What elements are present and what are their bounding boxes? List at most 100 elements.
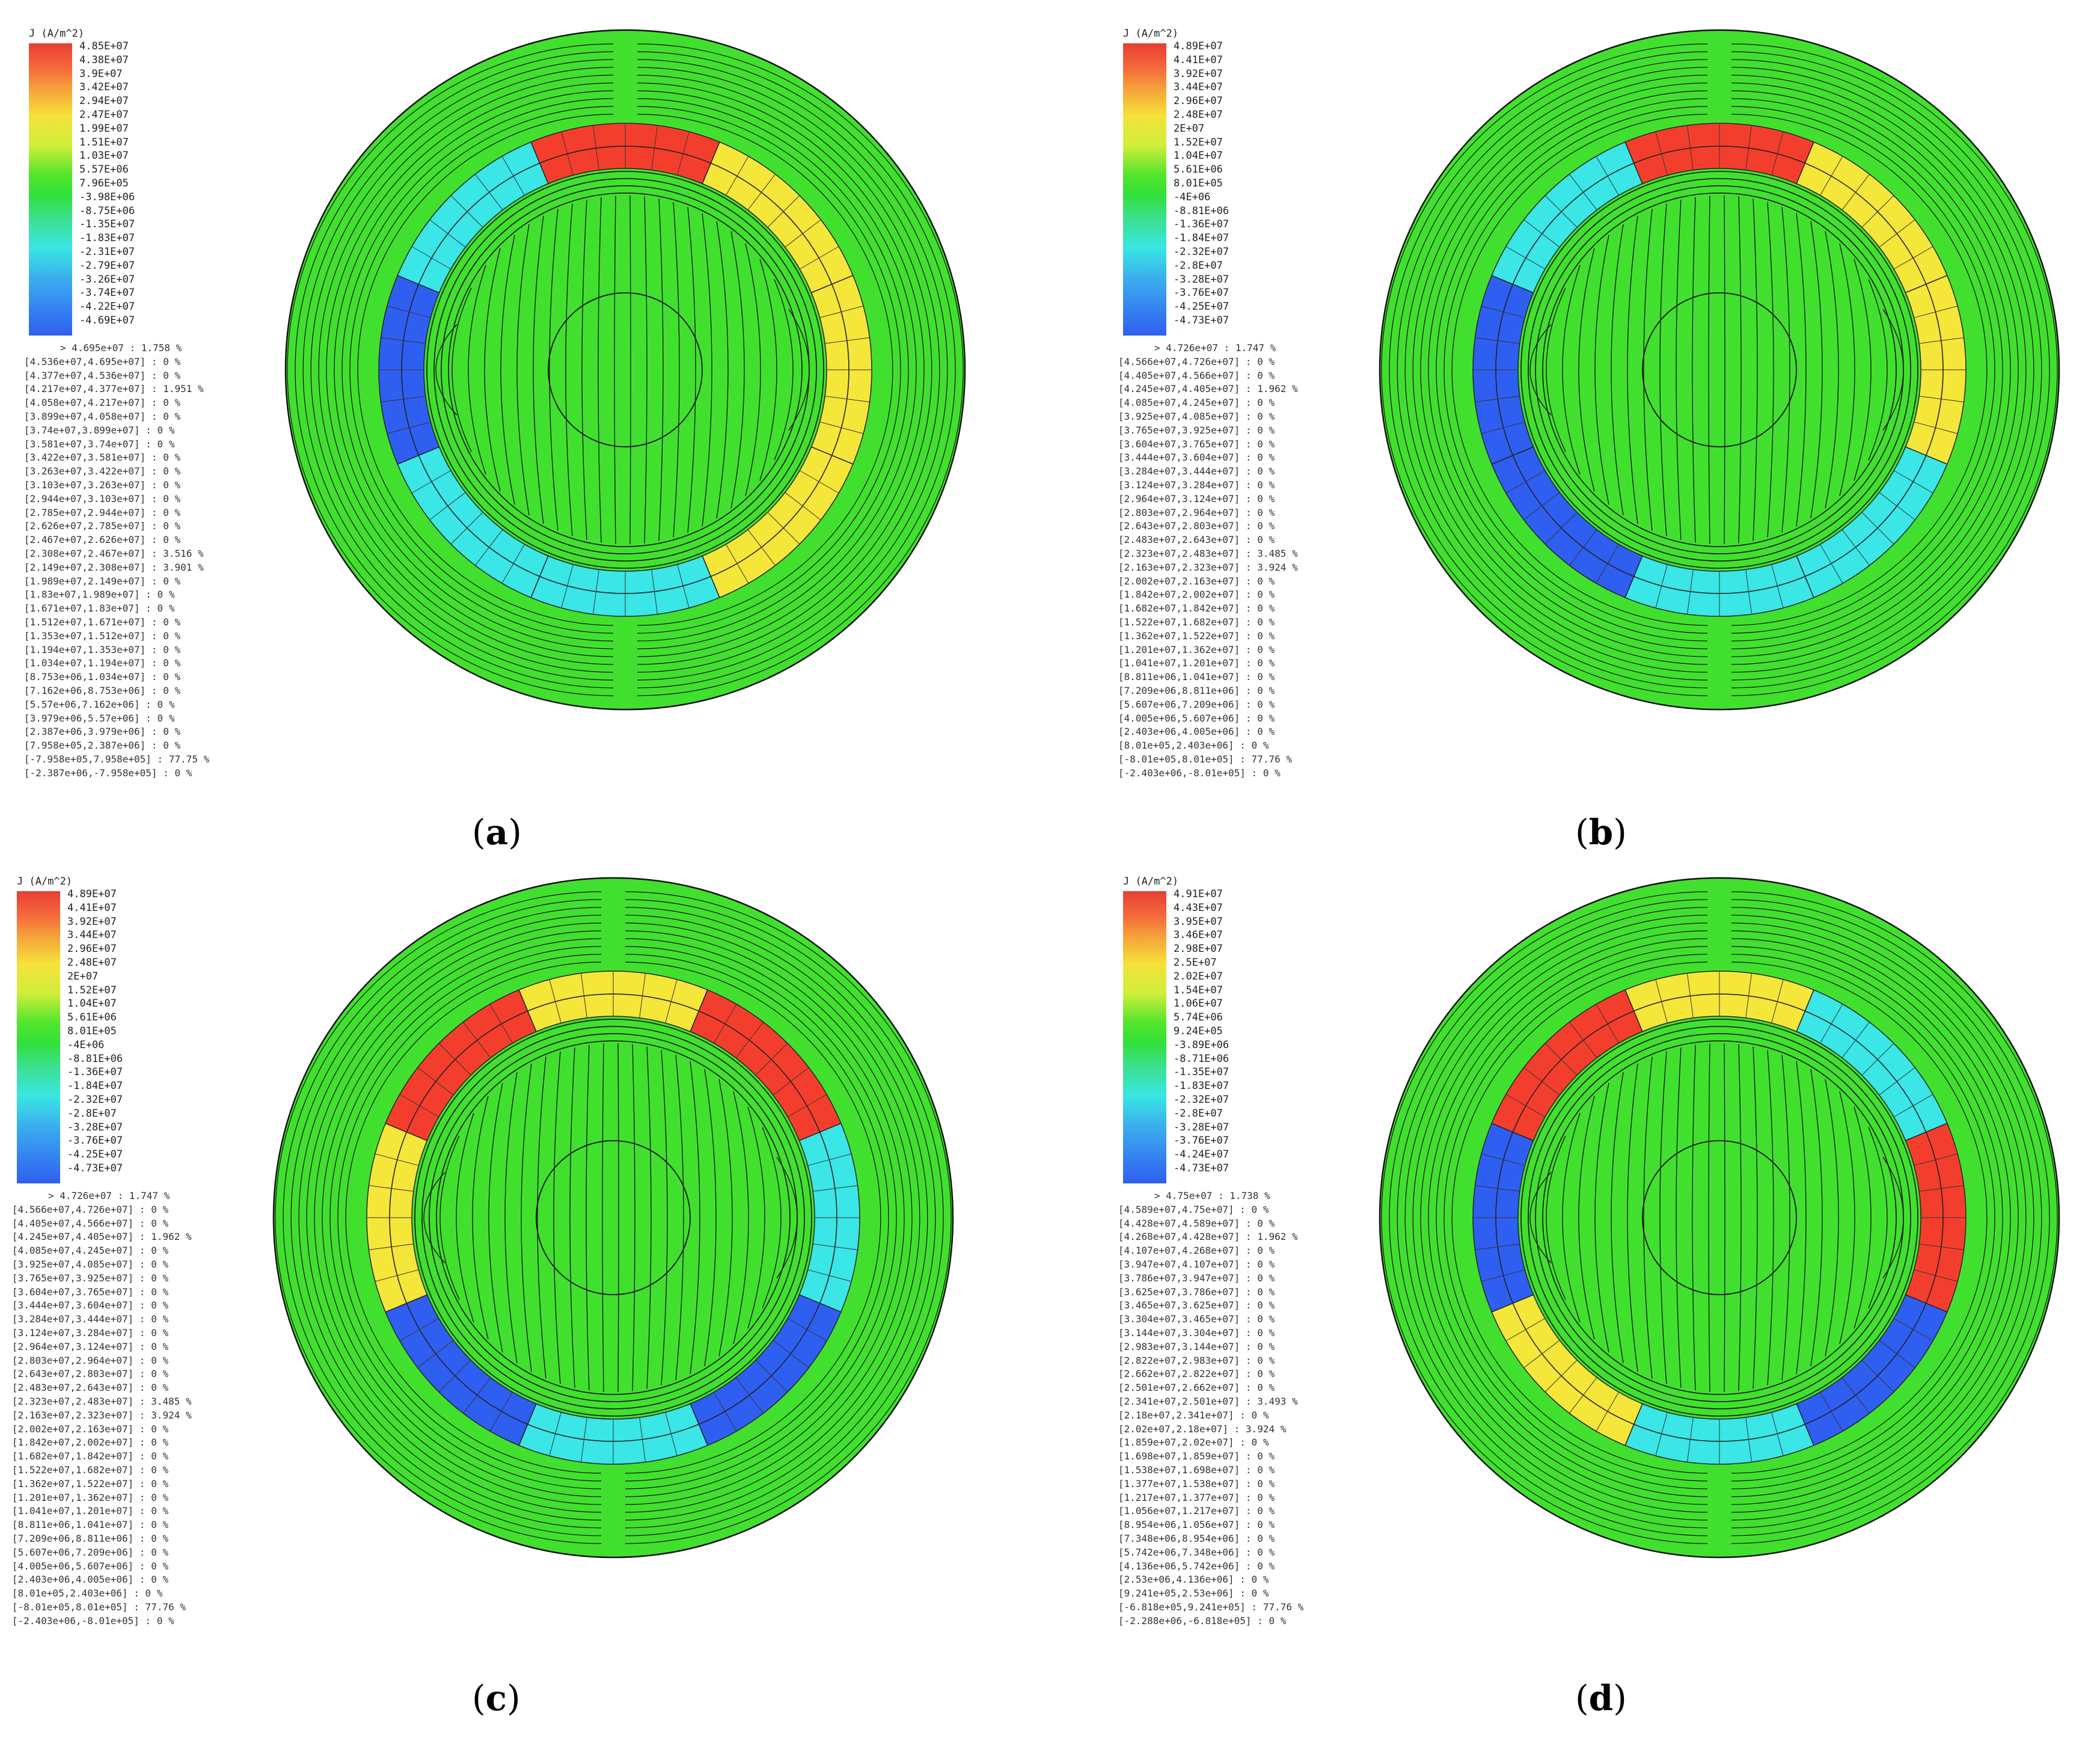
caption-c: (c) — [472, 1678, 521, 1719]
slot-divider — [1879, 1340, 1915, 1368]
slot-divider — [580, 973, 587, 1018]
slot-divider — [819, 422, 864, 434]
flux-line — [488, 1082, 503, 1353]
histogram-bin: [1.056e+07,1.217e+07] : 0 % — [1118, 1505, 1275, 1517]
slot-divider — [1893, 470, 1933, 494]
colorbar-tick-label: 3.46E+07 — [1174, 929, 1223, 942]
histogram-bin: [4.107e+07,4.268e+07] : 0 % — [1118, 1245, 1275, 1257]
slot-divider — [1893, 1094, 1933, 1117]
flux-line — [439, 1135, 460, 1300]
colorbar — [29, 43, 72, 336]
histogram-bin: [-2.387e+06,-7.958e+05] : 0 % — [24, 767, 192, 779]
flux-line — [310, 67, 614, 673]
colorbar-ticks: 4.85E+07 4.38E+07 3.9E+07 3.42E+07 2.94E+07 2… — [79, 40, 176, 328]
flux-line — [1825, 231, 1839, 509]
histogram-bin: [5.607e+06,7.209e+06] : 0 % — [12, 1546, 169, 1558]
colorbar-tick-label: 1.52E+07 — [67, 984, 117, 996]
coil-sector — [1491, 989, 1635, 1133]
histogram-bin: [2.501e+07,2.662e+07] : 0 % — [1118, 1382, 1275, 1394]
histogram-bin: [2.803e+07,2.964e+07] : 0 % — [1118, 506, 1275, 518]
slot-divider — [381, 396, 426, 403]
flux-line — [625, 907, 936, 1529]
slot-divider — [639, 973, 646, 1018]
slot-divider — [825, 337, 870, 344]
flux-line — [1731, 954, 1995, 1482]
flux-line — [1578, 248, 1595, 492]
flux-line — [602, 1043, 604, 1392]
slot-divider — [1820, 1391, 1843, 1432]
flux-line — [1412, 75, 1708, 665]
slot-divider — [677, 131, 690, 176]
flux-line — [1854, 1106, 1872, 1329]
slot-divider — [501, 156, 525, 196]
flux-line — [1420, 82, 1708, 657]
histogram-bin: [2.341e+07,2.501e+07] : 3.493 % — [1118, 1395, 1298, 1407]
flux-line — [1767, 202, 1774, 538]
colorbar-tick-label: -3.98E+06 — [79, 191, 135, 203]
slot-divider — [1596, 1004, 1619, 1044]
colorbar-tick-label: 2.98E+07 — [1174, 943, 1223, 955]
caption-d: (d) — [1575, 1678, 1627, 1719]
flux-line — [423, 1172, 445, 1263]
flux-line — [1781, 207, 1790, 533]
colorbar-tick-label: 8.01E+05 — [1174, 177, 1223, 189]
flux-line — [675, 1055, 684, 1381]
flux-line — [625, 954, 889, 1482]
colorbar-tick-label: -4.25E+07 — [67, 1149, 123, 1161]
slot-divider — [1686, 569, 1694, 615]
colorbar-tick-label: -2.32E+07 — [1174, 245, 1229, 258]
flux-line — [452, 287, 472, 452]
histogram-bin: [3.74e+07,3.899e+07] : 0 % — [24, 424, 175, 436]
flux-line — [329, 946, 602, 1489]
slot-divider — [785, 219, 821, 248]
colorbar-tick-label: -1.84E+07 — [1174, 232, 1229, 245]
histogram-stats: > 4.695e+07 : 1.758 % [4.536e+07,4.695e+0… — [24, 342, 289, 781]
flux-line — [345, 961, 602, 1474]
flux-line — [472, 1096, 489, 1340]
coil-sector — [397, 141, 540, 285]
slot-divider — [399, 1094, 439, 1117]
flux-line — [1643, 1057, 1653, 1379]
slot-divider — [561, 131, 574, 176]
flux-line — [1738, 1044, 1742, 1391]
histogram-bin: [7.209e+06,8.811e+06] : 0 % — [12, 1532, 169, 1544]
flux-line — [1724, 1043, 1725, 1392]
slot-divider — [475, 174, 503, 210]
flux-line — [1753, 198, 1758, 541]
slot-divider — [785, 492, 821, 520]
slot-divider — [807, 1153, 852, 1166]
histogram-bin: [3.899e+07,4.058e+07] : 0 % — [24, 410, 181, 422]
colorbar-tick-label: 7.96E+05 — [79, 177, 129, 189]
flux-line — [704, 1069, 717, 1367]
colorbar-tick-label: -1.35E+07 — [79, 218, 135, 231]
slot-divider — [475, 529, 503, 566]
histogram-bin: [2.18e+07,2.341e+07] : 0 % — [1118, 1409, 1269, 1421]
flux-line — [553, 1051, 561, 1384]
histogram-bin: [2.163e+07,2.323e+07] : 3.924 % — [12, 1409, 192, 1421]
colorbar-tick-label: -2.79E+07 — [79, 259, 135, 272]
flux-line — [625, 938, 905, 1497]
flux-line — [1436, 946, 1708, 1489]
histogram-bin: [1.201e+07,1.362e+07] : 0 % — [1118, 643, 1275, 655]
slot-divider — [549, 1412, 562, 1456]
colorbar-tick-label: -4.25E+07 — [1174, 301, 1229, 313]
slot-divider — [1481, 422, 1525, 434]
colorbar-tick-label: -2.31E+07 — [79, 245, 135, 258]
flux-line — [484, 248, 501, 492]
colorbar-tick-label: -2.32E+07 — [1174, 1093, 1229, 1106]
flux-line — [1731, 75, 2027, 665]
flux-line — [1738, 196, 1742, 544]
flux-line — [1839, 243, 1855, 497]
histogram-bin: [2.643e+07,2.803e+07] : 0 % — [1118, 520, 1275, 532]
histogram-bin: [1.201e+07,1.362e+07] : 0 % — [12, 1491, 169, 1503]
colorbar-tick-label: -4E+06 — [1174, 191, 1211, 203]
histogram-bin: [1.512e+07,1.671e+07] : 0 % — [24, 616, 181, 628]
slot-divider — [1745, 125, 1753, 170]
slot-divider — [787, 1094, 827, 1117]
flux-line — [1731, 43, 2058, 696]
flux-line — [1868, 1127, 1888, 1308]
rotor-ring — [436, 1040, 791, 1395]
slot-divider — [438, 1043, 471, 1076]
flux-line — [1731, 899, 2050, 1536]
colorbar-tick-label: 2.96E+07 — [67, 943, 117, 955]
